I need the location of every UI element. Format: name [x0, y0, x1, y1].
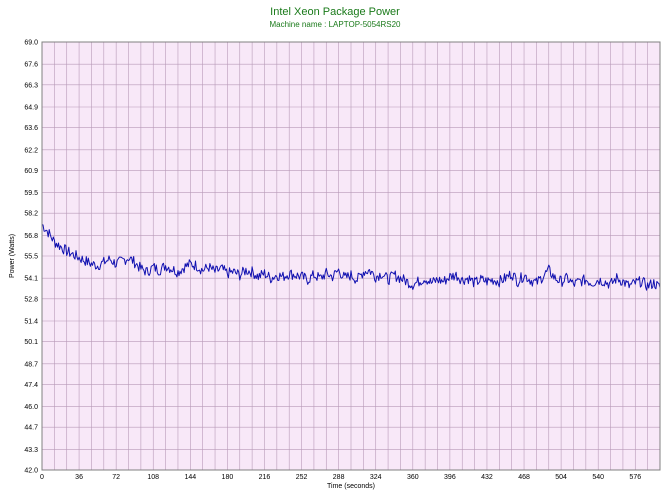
y-tick-label: 51.4	[24, 318, 38, 325]
x-tick-label: 576	[629, 474, 641, 481]
y-tick-label: 50.1	[24, 339, 38, 346]
series-layer	[41, 223, 661, 291]
y-tick-label: 42.0	[24, 468, 38, 475]
x-tick-label: 108	[147, 474, 159, 481]
y-tick-label: 46.0	[24, 404, 38, 411]
y-tick-label: 58.2	[24, 211, 38, 218]
chart-subtitle: Machine name : LAPTOP-5054RS20	[269, 20, 401, 29]
x-tick-label: 324	[370, 474, 382, 481]
y-tick-label: 43.3	[24, 447, 38, 454]
y-tick-label: 47.4	[24, 382, 38, 389]
x-tick-label: 216	[259, 474, 271, 481]
y-tick-label: 59.5	[24, 190, 38, 197]
x-tick-label: 360	[407, 474, 419, 481]
y-tick-label: 48.7	[24, 361, 38, 368]
x-axis-ticks: 0 36 72 108 144 180 216 252 288 324 360 396 432 468 50…	[40, 474, 641, 481]
x-tick-label: 36	[75, 474, 83, 481]
y-tick-label: 64.9	[24, 104, 38, 111]
y-axis-label: Power (Watts)	[9, 234, 16, 278]
y-tick-label: 44.7	[24, 425, 38, 432]
y-tick-label: 56.8	[24, 233, 38, 240]
x-tick-label: 72	[112, 474, 120, 481]
x-tick-label: 288	[333, 474, 345, 481]
y-tick-label: 63.6	[24, 125, 38, 132]
y-axis-ticks: 42.0 43.3 44.7 46.0 47.4 48.7 50.1 51.4 52.8 54.1…	[24, 40, 38, 475]
y-tick-label: 52.8	[24, 296, 38, 303]
x-tick-label: 180	[222, 474, 234, 481]
x-tick-label: 396	[444, 474, 456, 481]
plot-frame	[41, 41, 661, 471]
y-tick-label: 66.3	[24, 82, 38, 89]
y-tick-label: 67.6	[24, 62, 38, 69]
series-line	[41, 223, 661, 291]
x-tick-label: 468	[518, 474, 530, 481]
x-tick-label: 540	[592, 474, 604, 481]
x-tick-label: 144	[184, 474, 196, 481]
x-tick-label: 504	[555, 474, 567, 481]
chart-title: Intel Xeon Package Power	[270, 6, 400, 18]
x-tick-label: 252	[296, 474, 308, 481]
x-tick-label: 0	[40, 474, 44, 481]
y-tick-label: 69.0	[24, 40, 38, 47]
y-tick-label: 60.9	[24, 168, 38, 175]
y-tick-label: 62.2	[24, 147, 38, 154]
y-tick-label: 55.5	[24, 254, 38, 261]
x-axis-label: Time (seconds)	[327, 483, 375, 490]
y-tick-label: 54.1	[24, 276, 38, 283]
x-tick-label: 432	[481, 474, 493, 481]
